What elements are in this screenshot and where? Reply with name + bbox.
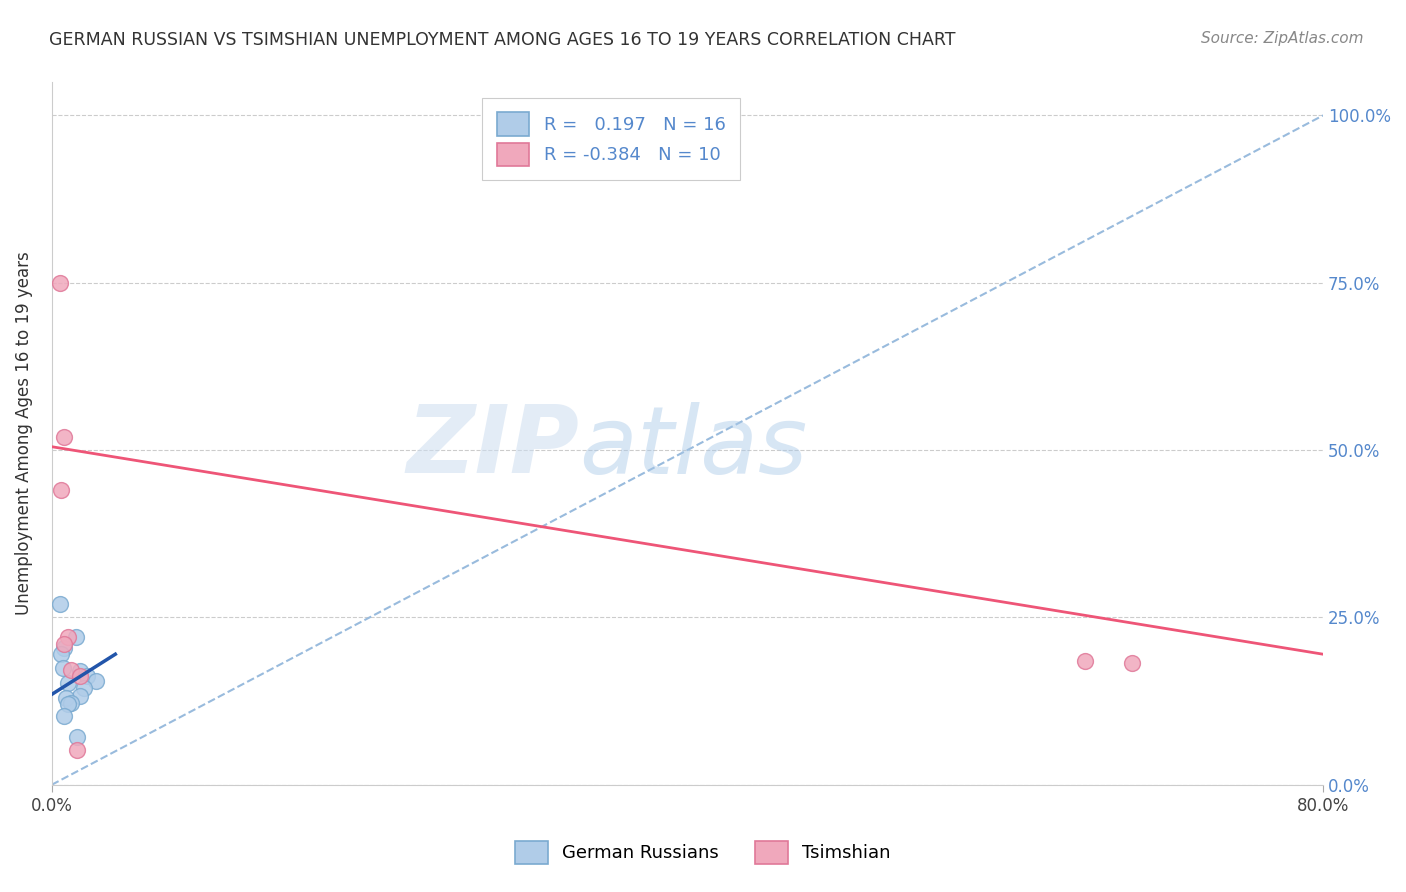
Point	[53, 709, 76, 723]
Point	[72, 681, 94, 695]
Point	[48, 276, 70, 290]
Text: Source: ZipAtlas.com: Source: ZipAtlas.com	[1201, 31, 1364, 46]
Point	[1074, 654, 1097, 668]
Point	[66, 730, 89, 744]
Legend: German Russians, Tsimshian: German Russians, Tsimshian	[501, 826, 905, 879]
Point	[56, 676, 79, 690]
Point	[52, 660, 75, 674]
Point	[1121, 656, 1143, 670]
Text: atlas: atlas	[579, 402, 807, 493]
Y-axis label: Unemployment Among Ages 16 to 19 years: Unemployment Among Ages 16 to 19 years	[15, 252, 32, 615]
Point	[53, 430, 76, 444]
Point	[56, 631, 79, 645]
Point	[69, 669, 91, 683]
Point	[59, 663, 82, 677]
Point	[56, 698, 79, 712]
Text: GERMAN RUSSIAN VS TSIMSHIAN UNEMPLOYMENT AMONG AGES 16 TO 19 YEARS CORRELATION C: GERMAN RUSSIAN VS TSIMSHIAN UNEMPLOYMENT…	[49, 31, 956, 49]
Point	[65, 631, 87, 645]
Point	[53, 637, 76, 651]
Point	[53, 640, 76, 655]
Legend: R =   0.197   N = 16, R = -0.384   N = 10: R = 0.197 N = 16, R = -0.384 N = 10	[482, 98, 740, 180]
Point	[55, 690, 77, 705]
Point	[51, 483, 73, 498]
Point	[84, 673, 107, 688]
Point	[69, 689, 91, 703]
Point	[76, 668, 98, 682]
Point	[51, 647, 73, 661]
Text: ZIP: ZIP	[406, 401, 579, 493]
Point	[48, 597, 70, 611]
Point	[66, 743, 89, 757]
Point	[59, 696, 82, 710]
Point	[69, 664, 91, 678]
